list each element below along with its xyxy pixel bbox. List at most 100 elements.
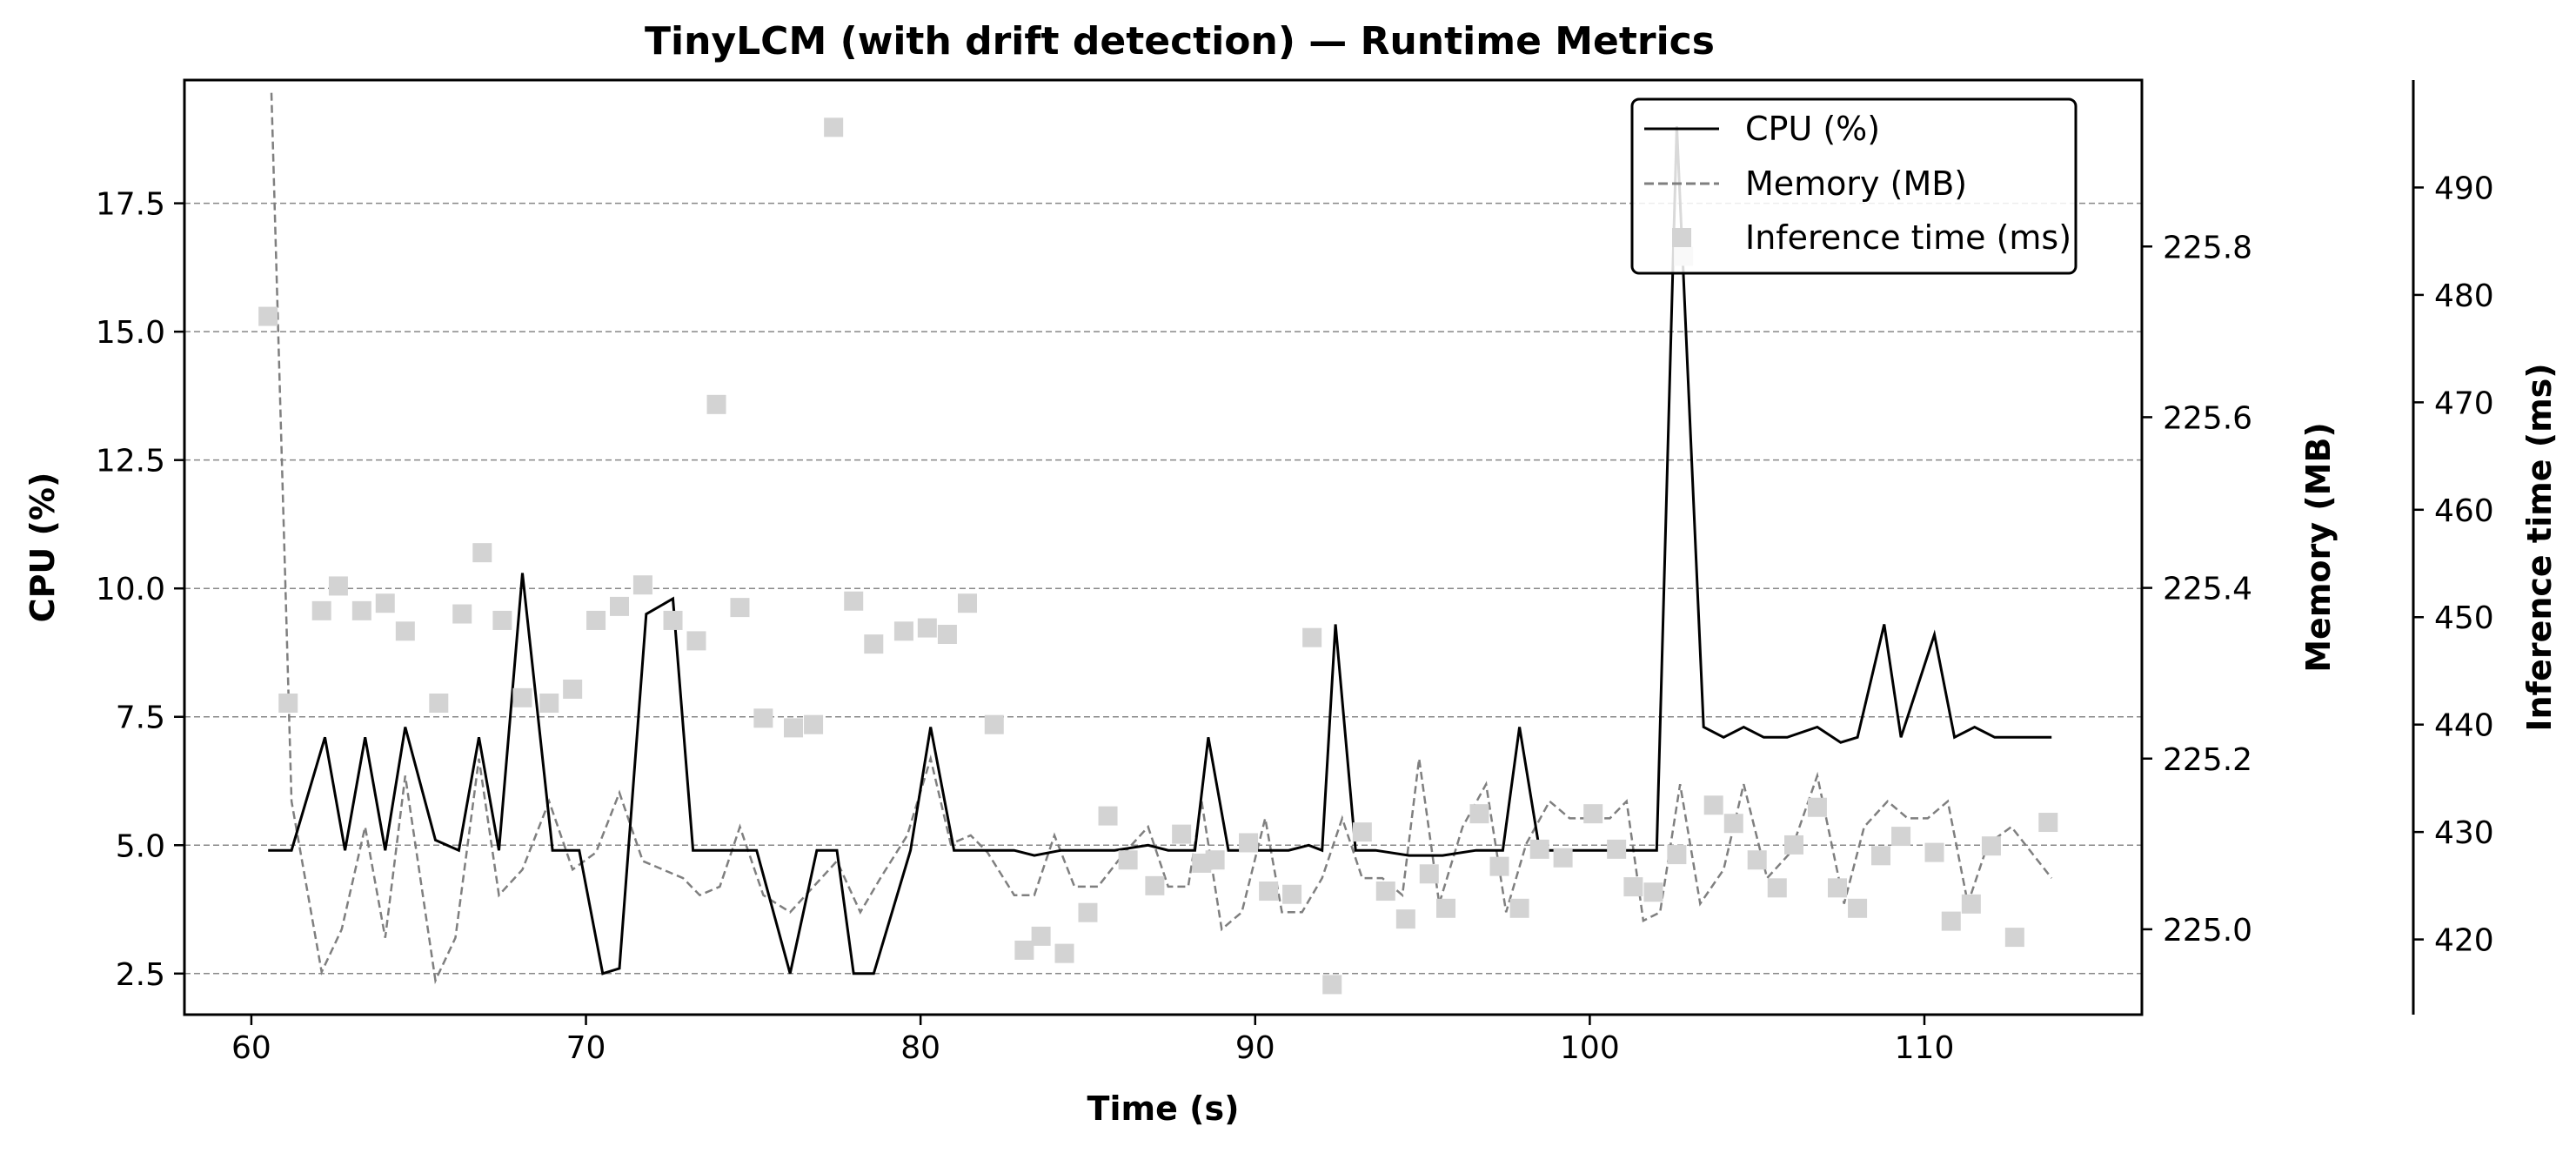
inference-point — [375, 593, 395, 613]
memory-tick-label: 225.4 — [2163, 572, 2252, 607]
inference-point — [258, 306, 278, 326]
inference-point — [1871, 846, 1890, 866]
inference-point — [1961, 894, 1981, 914]
inference-point — [1723, 814, 1743, 834]
inference-point — [328, 576, 348, 596]
memory-tick-label: 225.8 — [2163, 230, 2252, 265]
x-tick-label: 90 — [1235, 1030, 1275, 1066]
inference-point — [395, 621, 415, 641]
inference-point — [730, 598, 750, 618]
legend-box — [1630, 97, 2078, 275]
x-tick-label: 80 — [900, 1030, 940, 1066]
inference-point — [937, 624, 957, 644]
inference-point — [1352, 822, 1372, 842]
memory-tick-label: 225.6 — [2163, 400, 2252, 436]
inference-point — [1489, 856, 1509, 876]
legend-cpu-label: CPU (%) — [1745, 110, 1880, 148]
inference-point — [1553, 848, 1573, 868]
inference-point — [1239, 833, 1259, 853]
inference-tick-label: 460 — [2434, 493, 2494, 529]
inference-point — [984, 714, 1004, 734]
cpu-tick-label: 2.5 — [116, 957, 165, 993]
inference-point — [278, 694, 298, 713]
inference-point — [1891, 827, 1911, 847]
inference-point — [1981, 836, 2001, 856]
inference-point — [1098, 806, 1118, 826]
legend-memory-label: Memory (MB) — [1745, 164, 1967, 203]
legend-inference-swatch — [1672, 228, 1691, 247]
x-axis-label: Time (s) — [1087, 1089, 1240, 1128]
inference-point — [844, 591, 864, 611]
inference-point — [804, 714, 824, 734]
inference-point — [1643, 882, 1663, 902]
inference-axis-label: Inference time (ms) — [2520, 363, 2559, 731]
inference-point — [1172, 824, 1192, 844]
inference-point — [1395, 909, 1415, 929]
inference-series — [258, 117, 2058, 995]
inference-point — [1031, 926, 1051, 946]
legend: CPU (%) Memory (MB) Inference time (ms) — [1630, 97, 2078, 275]
inference-tick-label: 490 — [2434, 171, 2494, 206]
inference-point — [311, 600, 331, 620]
inference-tick-label: 470 — [2434, 385, 2494, 421]
inference-point — [539, 694, 559, 713]
inference-tick-label: 430 — [2434, 815, 2494, 851]
inference-point — [1848, 898, 1868, 918]
inference-point — [1469, 804, 1489, 824]
inference-point — [1419, 864, 1439, 884]
inference-point — [2004, 928, 2024, 948]
inference-point — [1375, 882, 1395, 902]
memory-series — [270, 92, 2053, 985]
inference-point — [1118, 850, 1138, 870]
cpu-tick-label: 12.5 — [96, 444, 165, 479]
chart-title: TinyLCM (with drift detection) — Runtime… — [645, 19, 1715, 64]
axes: 60 70 80 90 100 110 2.5 5.0 7.5 10.0 12.5 15.0 17.5 2… — [96, 80, 2494, 1066]
inference-point — [1205, 850, 1225, 870]
cpu-axis-label: CPU (%) — [23, 473, 62, 623]
inference-point — [563, 679, 583, 699]
inference-point — [663, 610, 683, 630]
inference-point — [864, 634, 884, 654]
cpu-tick-label: 5.0 — [116, 828, 165, 864]
inference-point — [429, 694, 449, 713]
inference-point — [1078, 902, 1098, 922]
inference-point — [610, 596, 629, 616]
inference-tick-label: 440 — [2434, 708, 2494, 744]
inference-point — [1322, 975, 1342, 995]
inference-point — [2038, 813, 2058, 833]
inference-point — [1667, 845, 1687, 865]
inference-point — [784, 718, 803, 738]
x-tick-label: 70 — [566, 1030, 606, 1066]
inference-point — [351, 600, 371, 620]
inference-point — [452, 604, 472, 624]
memory-line — [270, 92, 2053, 985]
memory-axis-label: Memory (MB) — [2299, 422, 2338, 673]
inference-point — [1941, 911, 1961, 931]
inference-tick-label: 480 — [2434, 278, 2494, 314]
inference-point — [1259, 882, 1279, 902]
inference-point — [1807, 797, 1827, 817]
inference-point — [632, 575, 652, 595]
inference-point — [1607, 839, 1627, 859]
inference-point — [512, 687, 532, 707]
inference-point — [958, 593, 977, 613]
inference-point — [1767, 878, 1787, 898]
memory-tick-label: 225.2 — [2163, 742, 2252, 778]
inference-point — [1784, 835, 1803, 855]
legend-inference-label: Inference time (ms) — [1745, 218, 2071, 257]
inference-point — [1302, 627, 1322, 647]
inference-point — [1703, 795, 1723, 815]
inference-point — [1529, 839, 1549, 859]
x-tick-label: 60 — [231, 1030, 271, 1066]
inference-point — [753, 708, 773, 728]
cpu-tick-label: 17.5 — [96, 187, 165, 223]
x-tick-label: 100 — [1560, 1030, 1620, 1066]
inference-point — [1014, 940, 1034, 960]
inference-point — [1924, 842, 1944, 862]
x-tick-label: 110 — [1895, 1030, 1955, 1066]
cpu-series — [268, 126, 2052, 975]
plot-frame — [183, 78, 2144, 1016]
inference-point — [706, 394, 726, 414]
cpu-tick-label: 7.5 — [116, 701, 165, 736]
